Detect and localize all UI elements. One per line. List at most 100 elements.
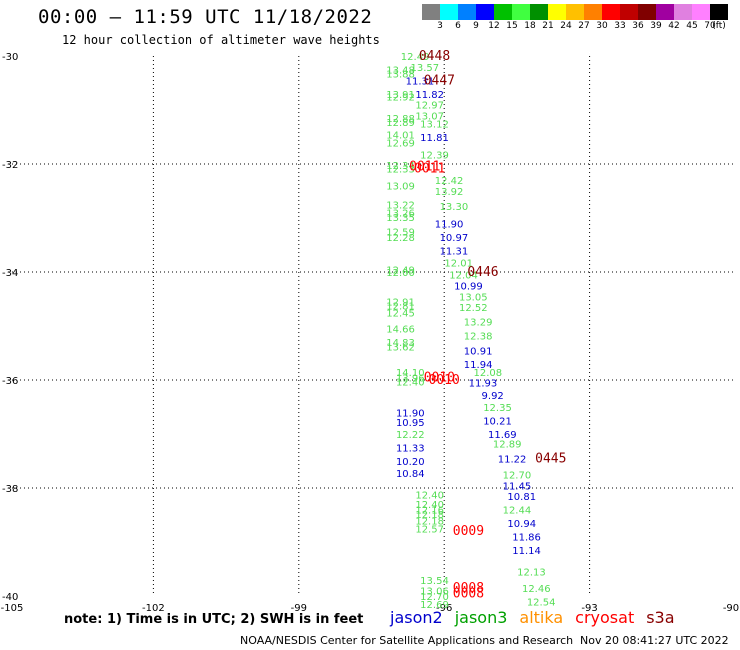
chart-title: 00:00 – 11:59 UTC 11/18/2022 <box>38 6 373 28</box>
data-point-jason2: 10.94 <box>507 519 536 530</box>
colorbar-label: 6 <box>455 21 461 31</box>
credit-text: NOAA/NESDIS Center for Satellite Applica… <box>240 634 574 647</box>
colorbar-swatch <box>602 4 620 20</box>
data-point-jason3: 14.83 <box>386 338 415 349</box>
data-point-jason3: 12.59 <box>386 228 415 239</box>
data-point-jason3: 12.22 <box>396 430 425 441</box>
data-point-jason3: 13.96 <box>396 373 425 384</box>
y-tick-label: -40 <box>2 592 18 603</box>
colorbar-label: 15 <box>506 21 518 31</box>
data-point-jason3: 12.35 <box>483 403 512 414</box>
data-point-jason3: 12.52 <box>459 303 488 314</box>
data-point-jason3: 12.70 <box>503 471 532 482</box>
colorbar-swatch <box>656 4 674 20</box>
colorbar-label: 36 <box>632 21 644 31</box>
colorbar-swatch <box>530 4 548 20</box>
x-tick-label: -90 <box>723 603 739 614</box>
colorbar-swatch <box>476 4 494 20</box>
data-point-jason2: 11.45 <box>503 481 532 492</box>
data-point-jason3: 12.97 <box>415 101 444 112</box>
data-point-jason2: 10.95 <box>396 418 425 429</box>
data-point-jason2: 11.33 <box>396 444 425 455</box>
colorbar-label: 21 <box>542 21 554 31</box>
data-point-jason3: 12.39 <box>420 150 449 161</box>
colorbar-label: 24 <box>560 21 572 31</box>
data-point-jason3: 12.33 <box>386 164 415 175</box>
colorbar-swatch <box>638 4 656 20</box>
data-point-jason3: 13.35 <box>386 213 415 224</box>
data-point-s3a: 0448 <box>419 49 450 64</box>
colorbar-swatch <box>584 4 602 20</box>
y-tick-label: -32 <box>2 160 18 171</box>
data-point-s3a: 0446 <box>467 265 498 280</box>
data-point-jason2: 11.82 <box>415 90 444 101</box>
data-point-cryosat: 0008 <box>453 581 484 596</box>
colorbar-label: (ft) <box>712 21 726 31</box>
data-point-jason3: 12.40 <box>415 500 444 511</box>
data-point-cryosat: 0010 <box>424 370 455 385</box>
footer-note: note: 1) Time is in UTC; 2) SWH is in fe… <box>64 612 364 627</box>
data-point-jason2: 11.94 <box>464 360 493 371</box>
legend-jason2: jason2 <box>390 608 443 627</box>
satellite-legend: jason2 jason3 altika cryosat s3a <box>390 608 687 627</box>
data-point-cryosat: 0011 <box>409 160 440 175</box>
data-point-jason3: 14.10 <box>396 368 425 379</box>
data-point-jason2: 11.31 <box>406 76 435 87</box>
data-point-cryosat: 0009 <box>453 524 484 539</box>
colorbar-swatch <box>458 4 476 20</box>
data-point-jason3: 12.44 <box>503 506 532 517</box>
colorbar-label: 30 <box>596 21 608 31</box>
data-point-jason3: 14.01 <box>386 130 415 141</box>
colorbar-swatch <box>512 4 530 20</box>
colorbar-swatch <box>548 4 566 20</box>
legend-cryosat: cryosat <box>575 608 635 627</box>
data-point-s3a: 0447 <box>424 73 455 88</box>
data-point-s3a: 0445 <box>535 451 566 466</box>
colorbar-label: 18 <box>524 21 536 31</box>
data-point-jason2: 10.81 <box>507 492 536 503</box>
y-tick-label: -30 <box>2 52 18 63</box>
data-point-jason3: 12.40 <box>396 378 425 389</box>
chart-subtitle: 12 hour collection of altimeter wave hei… <box>62 33 380 47</box>
data-point-jason2: 10.99 <box>454 282 483 293</box>
legend-s3a: s3a <box>646 608 675 627</box>
data-point-jason2: 11.31 <box>440 246 469 257</box>
data-point-jason3: 12.49 <box>401 52 430 63</box>
data-point-jason3: 13.48 <box>386 66 415 77</box>
x-tick-label: -93 <box>581 603 597 614</box>
data-point-jason3: 12.88 <box>386 114 415 125</box>
data-point-jason3: 13.30 <box>440 202 469 213</box>
data-point-jason2: 11.90 <box>435 219 464 230</box>
data-point-jason2: 10.21 <box>483 417 512 428</box>
colorbar-swatch <box>620 4 638 20</box>
data-point-jason3: 12.91 <box>386 298 415 309</box>
data-point-cryosat: 0011 <box>414 161 445 176</box>
data-point-jason3: 13.57 <box>410 63 439 74</box>
colorbar-label: 3 <box>437 21 443 31</box>
colorbar-label: 12 <box>488 21 500 31</box>
data-point-jason3: 13.54 <box>420 576 449 587</box>
data-point-jason3: 13.91 <box>386 90 415 101</box>
data-point-jason2: 11.22 <box>498 454 527 465</box>
data-point-jason3: 12.69 <box>420 600 449 611</box>
data-point-jason3: 12.18 <box>415 510 444 521</box>
data-point-jason3: 12.89 <box>493 440 522 451</box>
data-point-jason3: 13.12 <box>420 120 449 131</box>
data-point-jason3: 12.81 <box>386 301 415 312</box>
colorbar-label: 27 <box>578 21 590 31</box>
data-point-jason3: 12.13 <box>517 568 546 579</box>
data-point-jason3: 12.69 <box>386 138 415 149</box>
wave-height-colorbar <box>422 4 728 20</box>
data-point-jason3: 12.16 <box>415 506 444 517</box>
data-point-jason3: 13.88 <box>386 69 415 80</box>
x-tick-label: -102 <box>142 603 165 614</box>
legend-altika: altika <box>519 608 564 627</box>
colorbar-swatch <box>692 4 710 20</box>
data-point-jason3: 12.01 <box>444 258 473 269</box>
colorbar-swatch <box>440 4 458 20</box>
data-point-jason3: 12.42 <box>435 176 464 187</box>
data-point-jason2: 10.84 <box>396 469 425 480</box>
colorbar-label: 70 <box>704 21 716 31</box>
colorbar-swatch <box>674 4 692 20</box>
colorbar-swatch <box>710 4 728 20</box>
